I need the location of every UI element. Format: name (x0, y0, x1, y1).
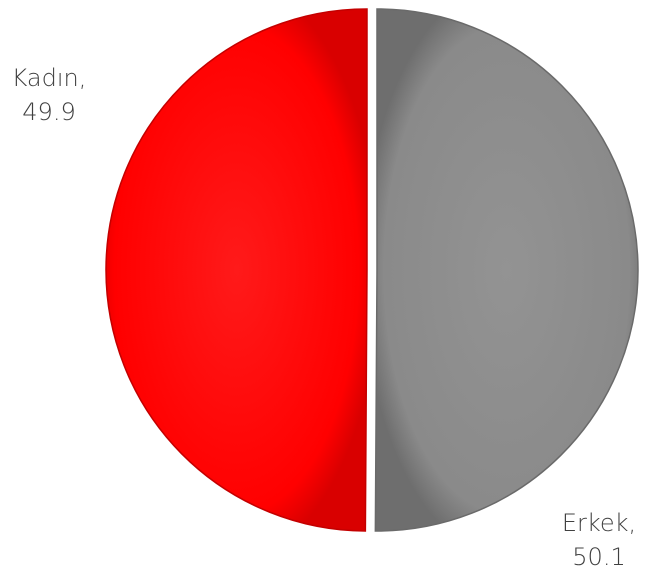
slice-label-erkek-name: Erkek, (561, 509, 637, 537)
slice-label-kadin-name: Kadın, (11, 64, 87, 92)
slice-label-kadin-value: 49.9 (22, 98, 76, 126)
pie-slice-erkek (374, 8, 639, 532)
slice-label-erkek: Erkek, 50.1 (556, 506, 642, 574)
pie-slice-kad-n (105, 8, 368, 532)
slice-label-kadin: Kadın, 49.9 (6, 61, 92, 129)
slice-label-erkek-value: 50.1 (572, 543, 626, 571)
